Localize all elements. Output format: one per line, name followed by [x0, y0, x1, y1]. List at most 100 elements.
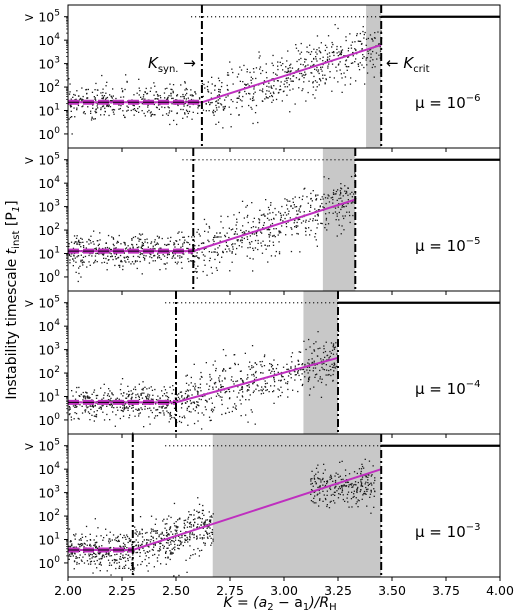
scatter-point: [77, 104, 80, 107]
scatter-point: [111, 406, 113, 408]
scatter-point: [175, 397, 177, 399]
scatter-point: [268, 209, 270, 211]
scatter-point: [156, 235, 159, 237]
scatter-point: [326, 505, 328, 508]
scatter-point: [197, 392, 199, 394]
scatter-point: [357, 481, 359, 484]
scatter-point: [228, 367, 231, 369]
scatter-point: [105, 85, 107, 87]
scatter-point: [251, 365, 253, 367]
scatter-point: [105, 553, 107, 555]
scatter-point: [173, 541, 175, 543]
scatter-point: [338, 203, 340, 205]
scatter-point: [340, 187, 342, 189]
scatter-point: [119, 545, 121, 547]
scatter-point: [285, 226, 288, 228]
scatter-point: [284, 80, 286, 82]
scatter-point: [360, 479, 362, 481]
scatter-point: [210, 409, 213, 411]
scatter-point: [123, 252, 125, 254]
scatter-point: [297, 372, 299, 374]
scatter-point: [252, 249, 255, 251]
scatter-point: [332, 193, 335, 195]
scatter-point: [210, 97, 213, 99]
scatter-point: [306, 366, 309, 368]
scatter-point: [267, 228, 270, 231]
scatter-point: [337, 64, 340, 66]
scatter-point: [68, 409, 70, 411]
scatter-point: [103, 419, 106, 421]
scatter-point: [143, 392, 145, 394]
scatter-point: [112, 111, 115, 113]
scatter-point: [175, 525, 178, 527]
scatter-point: [112, 100, 114, 102]
scatter-point: [223, 368, 225, 370]
scatter-point: [152, 394, 154, 396]
scatter-point: [176, 394, 178, 396]
scatter-point: [236, 228, 238, 230]
scatter-point: [242, 381, 245, 383]
scatter-point: [310, 206, 312, 208]
scatter-point: [317, 477, 319, 479]
scatter-point: [90, 545, 92, 547]
scatter-point: [191, 95, 193, 97]
scatter-point: [290, 366, 292, 368]
scatter-point: [341, 204, 344, 207]
scatter-point: [138, 256, 141, 258]
scatter-point: [248, 104, 250, 107]
scatter-point: [304, 58, 306, 60]
scatter-point: [156, 93, 159, 96]
k-crit-annotation: ← Kcrit: [386, 54, 430, 75]
scatter-point: [133, 94, 135, 96]
scatter-points: [68, 172, 357, 283]
scatter-point: [224, 235, 227, 238]
scatter-point: [260, 72, 262, 75]
scatter-point: [186, 407, 188, 409]
scatter-point: [207, 231, 209, 233]
scatter-point: [153, 546, 155, 548]
scatter-point: [254, 372, 257, 374]
scatter-point: [84, 255, 87, 258]
scatter-point: [92, 406, 94, 408]
scatter-point: [267, 206, 270, 209]
scatter-point: [294, 379, 296, 381]
scatter-point: [280, 231, 282, 234]
scatter-point: [197, 497, 199, 499]
scatter-point: [103, 261, 106, 263]
scatter-point: [180, 261, 183, 264]
scatter-point: [353, 490, 355, 492]
scatter-point: [157, 408, 159, 411]
scatter-point: [119, 558, 121, 560]
scatter-point: [184, 112, 186, 114]
scatter-point: [107, 554, 110, 556]
scatter-point: [310, 480, 312, 482]
scatter-point: [311, 482, 313, 485]
scatter-point: [88, 555, 90, 557]
scatter-point: [108, 114, 110, 117]
scatter-point: [85, 247, 87, 249]
scatter-point: [201, 518, 203, 520]
scatter-point: [199, 517, 201, 520]
scatter-point: [108, 104, 110, 106]
scatter-point: [125, 397, 127, 399]
scatter-point: [302, 195, 304, 197]
scatter-point: [78, 95, 80, 97]
scatter-point: [302, 383, 304, 386]
scatter-point: [101, 545, 103, 547]
scatter-point: [118, 561, 120, 564]
scatter-point: [138, 398, 141, 401]
scatter-point: [280, 64, 282, 67]
scatter-point: [106, 394, 109, 397]
scatter-point: [144, 257, 146, 260]
scatter-point: [125, 538, 127, 540]
scatter-point: [122, 265, 124, 267]
scatter-point: [243, 237, 245, 240]
scatter-point: [329, 488, 332, 491]
scatter-point: [221, 380, 223, 382]
plot-area: [68, 434, 500, 577]
scatter-point: [93, 118, 95, 120]
scatter-point: [291, 80, 294, 82]
scatter-point: [323, 348, 325, 350]
scatter-point: [152, 398, 154, 400]
